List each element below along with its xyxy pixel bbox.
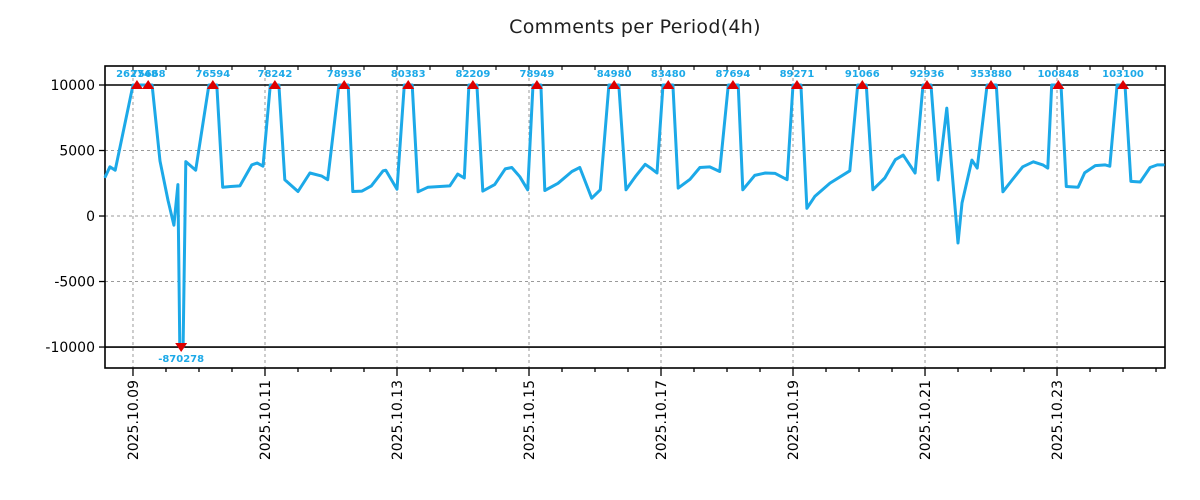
peak-marker — [530, 79, 543, 89]
peak-value-label: 353880 — [970, 69, 1012, 80]
y-tick-label: -10000 — [45, 340, 95, 356]
peak-value-label: 78949 — [520, 69, 555, 80]
x-tick-label: 2025.10.15 — [522, 380, 538, 460]
peak-value-label: 78936 — [327, 69, 362, 80]
peak-marker — [608, 79, 621, 89]
data-line — [103, 83, 1165, 349]
peak-marker — [268, 79, 281, 89]
peak-value-label: 78242 — [257, 69, 292, 80]
peak-marker — [920, 79, 933, 89]
peak-marker — [726, 79, 739, 89]
peak-marker — [856, 79, 869, 89]
peak-value-label: 91066 — [845, 69, 880, 80]
x-tick-label: 2025.10.13 — [390, 380, 406, 460]
chart-title: Comments per Period(4h) — [509, 16, 761, 38]
peak-marker — [1117, 79, 1130, 89]
x-tick-label: 2025.10.23 — [1050, 380, 1066, 460]
y-tick-label: 10000 — [50, 78, 95, 94]
peak-value-label: 87694 — [716, 69, 751, 80]
min-marker — [175, 343, 188, 353]
peak-value-label: 103100 — [1102, 69, 1144, 80]
x-tick-label: 2025.10.11 — [258, 380, 274, 460]
peak-value-label: 262748 — [116, 69, 158, 80]
peak-marker — [402, 79, 415, 89]
peak-marker — [466, 79, 479, 89]
peak-value-label: 92936 — [910, 69, 945, 80]
peak-marker — [985, 79, 998, 89]
peak-value-label: 80383 — [391, 69, 426, 80]
peak-marker — [338, 79, 351, 89]
peak-value-label: 83480 — [651, 69, 686, 80]
min-value-label: -870278 — [158, 354, 204, 365]
peak-marker — [790, 79, 803, 89]
plot-frame — [104, 65, 1166, 369]
peak-value-label: 100848 — [1037, 69, 1079, 80]
peak-marker — [662, 79, 675, 89]
y-tick-label: -5000 — [54, 275, 95, 291]
peak-marker — [1052, 79, 1065, 89]
peak-value-label: 89271 — [780, 69, 815, 80]
peak-value-label: 75668 — [131, 69, 166, 80]
y-tick-label: 5000 — [59, 144, 95, 160]
x-tick-label: 2025.10.09 — [126, 380, 142, 460]
peak-value-label: 82209 — [455, 69, 490, 80]
y-tick-label: 0 — [86, 209, 95, 225]
x-tick-label: 2025.10.21 — [918, 380, 934, 460]
peak-marker — [206, 79, 219, 89]
peak-value-label: 76594 — [195, 69, 230, 80]
peak-value-label: 84980 — [597, 69, 632, 80]
x-tick-label: 2025.10.17 — [654, 380, 670, 460]
x-tick-label: 2025.10.19 — [786, 380, 802, 460]
peak-marker — [130, 79, 143, 89]
peak-marker — [142, 79, 155, 89]
